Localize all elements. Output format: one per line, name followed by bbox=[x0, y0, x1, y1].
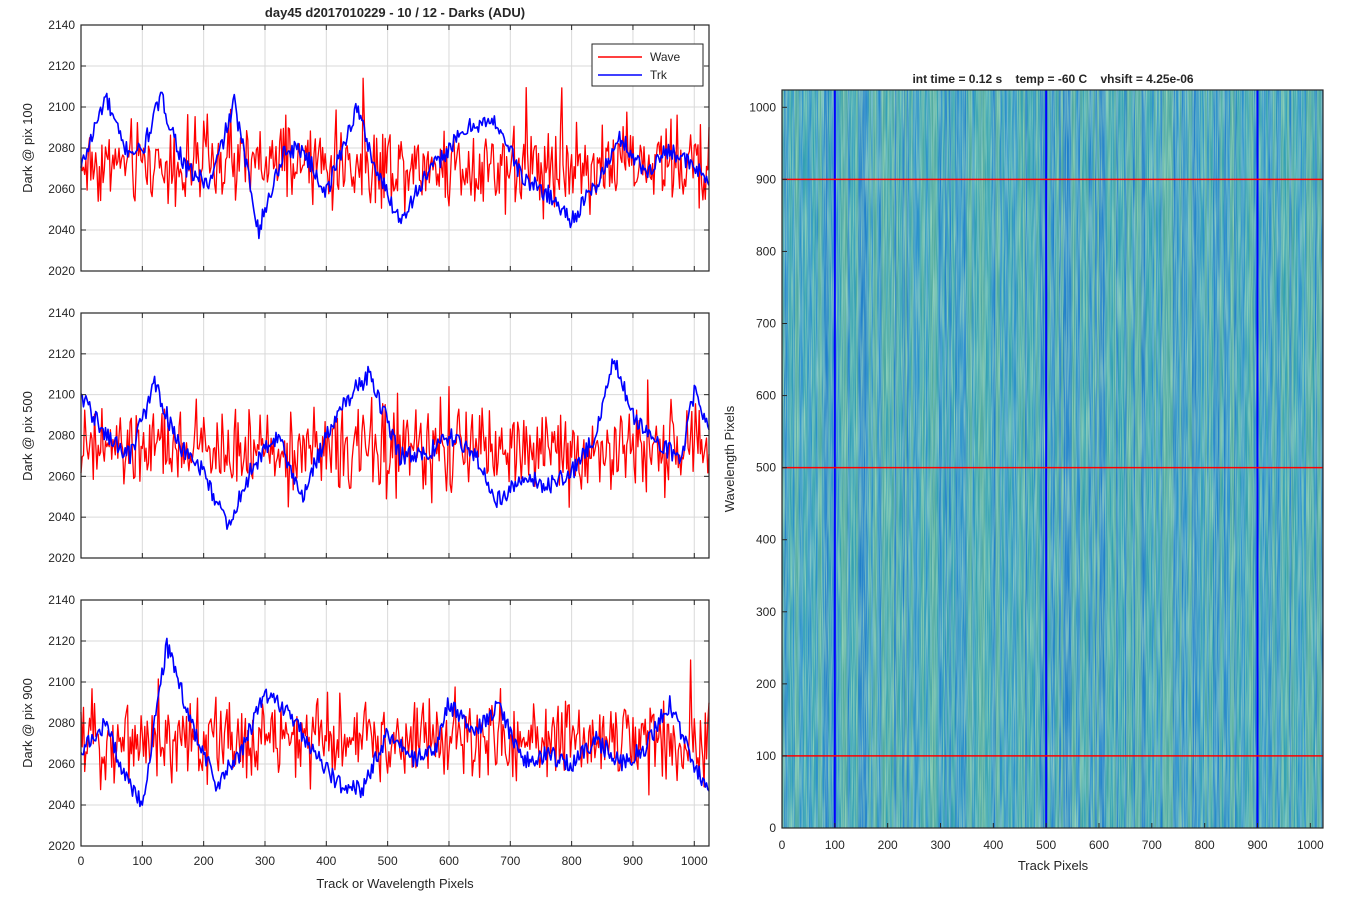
heatmap-ylabel: Wavelength Pixels bbox=[722, 405, 737, 512]
figure-title: day45 d2017010229 - 10 / 12 - Darks (ADU… bbox=[265, 5, 525, 20]
heatmap-x-tick-label: 300 bbox=[930, 838, 950, 852]
heatmap-x-tick-label: 100 bbox=[825, 838, 845, 852]
y-tick-label: 2080 bbox=[48, 716, 75, 730]
heatmap-y-tick-label: 500 bbox=[756, 461, 776, 475]
heatmap-y-tick-label: 1000 bbox=[749, 100, 776, 114]
x-tick-label: 400 bbox=[316, 854, 336, 868]
y-tick-label: 2140 bbox=[48, 593, 75, 607]
y-tick-label: 2100 bbox=[48, 388, 75, 402]
heatmap-axes-box bbox=[781, 89, 1324, 829]
dark-pix900-panel: Dark @ pix 900 Track or Wavelength Pixel… bbox=[20, 593, 710, 891]
y-tick-label: 2080 bbox=[48, 429, 75, 443]
x-tick-label: 0 bbox=[78, 854, 85, 868]
heatmap-x-tick-label: 400 bbox=[983, 838, 1003, 852]
y-tick-label: 2120 bbox=[48, 347, 75, 361]
heatmap-y-tick-label: 400 bbox=[756, 533, 776, 547]
legend-wave-label: Wave bbox=[650, 50, 681, 64]
x-tick-label: 500 bbox=[378, 854, 398, 868]
y-tick-label: 2140 bbox=[48, 306, 75, 320]
x-tick-label: 100 bbox=[132, 854, 152, 868]
y-tick-label: 2020 bbox=[48, 551, 75, 565]
y-tick-label: 2060 bbox=[48, 757, 75, 771]
xlabel-left: Track or Wavelength Pixels bbox=[316, 876, 474, 891]
heatmap-x-tick-label: 800 bbox=[1195, 838, 1215, 852]
ylabel-pix500: Dark @ pix 500 bbox=[20, 391, 35, 481]
heatmap-y-tick-label: 900 bbox=[756, 172, 776, 186]
dark-pix500-panel: Dark @ pix 500 2020 2040 2060 2080 2100 2120 2… bbox=[20, 306, 710, 565]
y-tick-label: 2020 bbox=[48, 839, 75, 853]
y-tick-label: 2040 bbox=[48, 510, 75, 524]
y-tick-label: 2060 bbox=[48, 182, 75, 196]
legend-trk-label: Trk bbox=[650, 68, 668, 82]
series-line-trk bbox=[80, 358, 710, 531]
x-tick-label: 900 bbox=[623, 854, 643, 868]
ylabel-pix100: Dark @ pix 100 bbox=[20, 103, 35, 193]
heatmap-x-tick-label: 0 bbox=[779, 838, 786, 852]
x-tick-label: 600 bbox=[439, 854, 459, 868]
series-line-wave bbox=[80, 659, 710, 796]
y-tick-label: 2040 bbox=[48, 223, 75, 237]
series-line-wave bbox=[80, 77, 710, 220]
heatmap-x-tick-label: 700 bbox=[1142, 838, 1162, 852]
heatmap-x-tick-label: 500 bbox=[1036, 838, 1056, 852]
y-tick-label: 2120 bbox=[48, 634, 75, 648]
heatmap-y-tick-label: 300 bbox=[756, 605, 776, 619]
y-tick-label: 2100 bbox=[48, 675, 75, 689]
y-tick-label: 2040 bbox=[48, 798, 75, 812]
heatmap-x-tick-label: 200 bbox=[878, 838, 898, 852]
y-tick-label: 2080 bbox=[48, 141, 75, 155]
y-tick-label: 2100 bbox=[48, 100, 75, 114]
heatmap-y-tick-label: 800 bbox=[756, 244, 776, 258]
heatmap-x-tick-label: 900 bbox=[1247, 838, 1267, 852]
heatmap-y-tick-label: 600 bbox=[756, 389, 776, 403]
heatmap-y-tick-label: 100 bbox=[756, 749, 776, 763]
heatmap-y-tick-label: 200 bbox=[756, 677, 776, 691]
dark-image-panel: int time = 0.12 s temp = -60 C vhsift = … bbox=[722, 72, 1324, 873]
heatmap-title: int time = 0.12 s temp = -60 C vhsift = … bbox=[912, 72, 1193, 86]
series-line-trk bbox=[80, 637, 710, 808]
dark-pix100-panel: Dark @ pix 100 2020 2040 2060 2080 2100 2120 2… bbox=[20, 18, 710, 278]
x-tick-label: 700 bbox=[500, 854, 520, 868]
x-tick-label: 1000 bbox=[681, 854, 708, 868]
ylabel-pix900: Dark @ pix 900 bbox=[20, 678, 35, 768]
heatmap-x-tick-label: 600 bbox=[1089, 838, 1109, 852]
legend: Wave Trk bbox=[591, 43, 704, 87]
y-tick-label: 2140 bbox=[48, 18, 75, 32]
y-tick-label: 2020 bbox=[48, 264, 75, 278]
heatmap-y-tick-label: 0 bbox=[769, 821, 776, 835]
heatmap-y-tick-label: 700 bbox=[756, 317, 776, 331]
heatmap-texture-dark bbox=[782, 90, 1323, 828]
series-line-trk bbox=[80, 91, 710, 240]
y-tick-label: 2060 bbox=[48, 469, 75, 483]
x-tick-label: 300 bbox=[255, 854, 275, 868]
y-tick-label: 2120 bbox=[48, 59, 75, 73]
x-tick-label: 800 bbox=[562, 854, 582, 868]
x-tick-label: 200 bbox=[194, 854, 214, 868]
heatmap-xlabel: Track Pixels bbox=[1018, 858, 1089, 873]
heatmap-x-tick-label: 1000 bbox=[1297, 838, 1324, 852]
